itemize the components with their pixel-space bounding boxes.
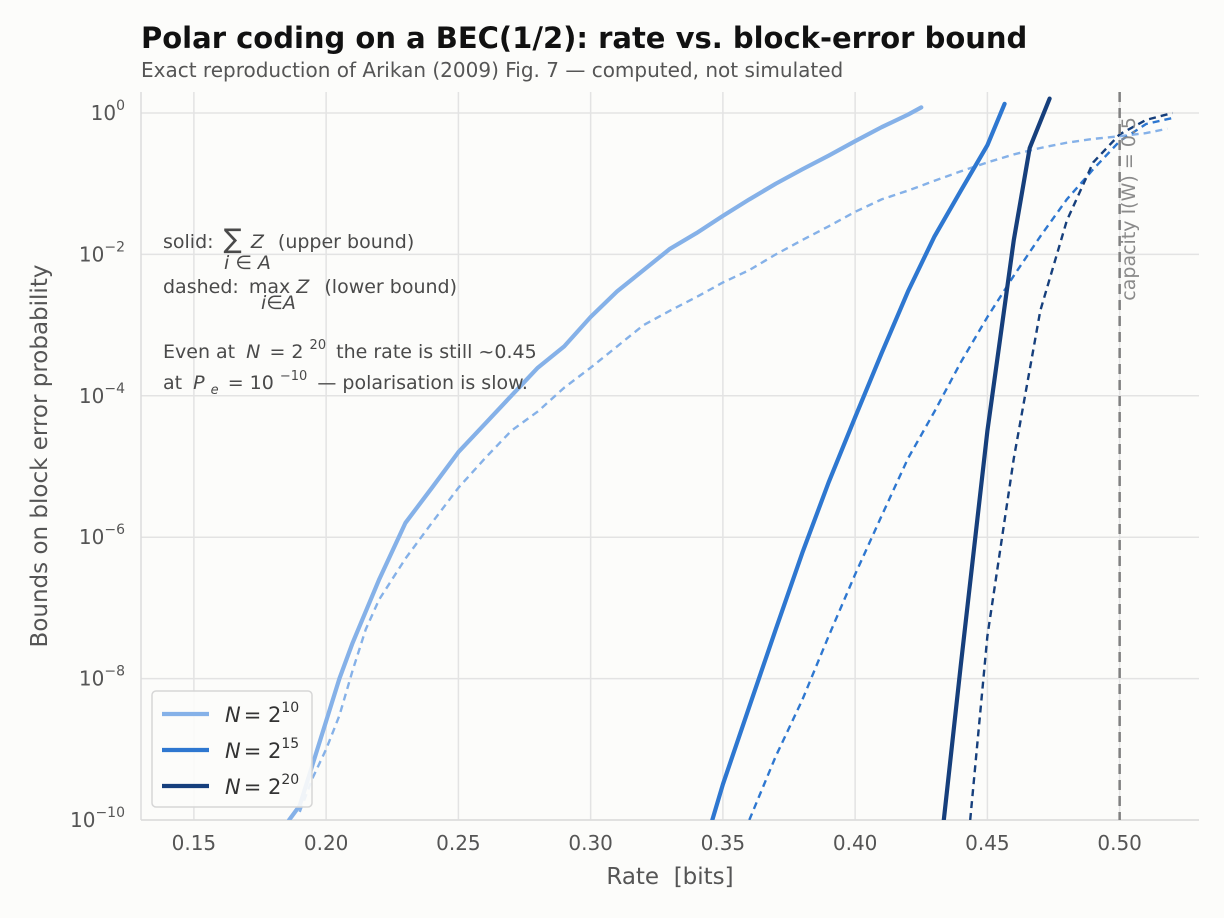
annotation-dashed: dashed: max Z (lower bound)	[163, 276, 457, 298]
series-2-lower-bound	[969, 111, 1173, 820]
series-0-upper-bound	[287, 105, 924, 820]
x-tick-label: 0.30	[568, 831, 613, 855]
annotation-solid: solid: ∑ Z (upper bound)	[163, 224, 414, 255]
series-0-lower-bound	[298, 127, 1168, 813]
axes	[140, 92, 1199, 821]
x-tick-label: 0.20	[304, 831, 349, 855]
chart-subtitle: Exact reproduction of Arikan (2009) Fig.…	[141, 58, 843, 82]
x-tick-label: 0.35	[701, 831, 746, 855]
legend-label-1: N = 215	[225, 736, 299, 763]
x-tick-label: 0.40	[833, 831, 878, 855]
y-tick-label: 10−8	[79, 664, 125, 691]
annotation-dashed-sub: i∈A	[261, 292, 296, 314]
annotation-solid-sub: i ∈ A	[224, 252, 271, 274]
series-1-upper-bound	[710, 101, 1007, 820]
capacity-label: capacity I(W) = 0.5	[1118, 117, 1140, 301]
y-tick-label: 10−10	[70, 805, 125, 832]
y-tick-label: 100	[91, 98, 125, 125]
series-2-upper-bound	[941, 96, 1052, 820]
y-tick-label: 10−6	[79, 522, 125, 549]
x-tick-label: 0.50	[1097, 831, 1142, 855]
annotation-box: solid: ∑ Z (upper bound) i ∈ A dashed: m…	[163, 224, 537, 399]
x-tick-label: 0.45	[965, 831, 1010, 855]
x-tick-label: 0.15	[172, 831, 217, 855]
y-tick-label: 10−4	[79, 381, 125, 408]
capacity-marker: capacity I(W) = 0.5	[1118, 92, 1140, 820]
annotation-line4: at P e = 10 −10 — polarisation is slow.	[163, 363, 528, 399]
legend-label-2: N = 220	[225, 772, 299, 799]
legend: N = 210 N = 215 N = 220	[151, 690, 313, 808]
x-tick-label: 0.25	[436, 831, 481, 855]
ticks: 0.15 0.20 0.25 0.30 0.35 0.40 0.45 0.50 100 10−2 1…	[70, 98, 1142, 855]
series	[287, 96, 1173, 820]
x-axis-label: Rate [bits]	[606, 864, 733, 890]
legend-label-0: N = 210	[225, 700, 299, 727]
chart-title: Polar coding on a BEC(1/2): rate vs. blo…	[141, 21, 1027, 55]
series-1-lower-bound	[748, 116, 1173, 820]
annotation-line3: Even at N = 2 20 the rate is still ~0.45	[163, 332, 537, 363]
y-tick-label: 10−2	[79, 239, 125, 266]
y-axis-label: Bounds on block error probability	[27, 265, 53, 648]
